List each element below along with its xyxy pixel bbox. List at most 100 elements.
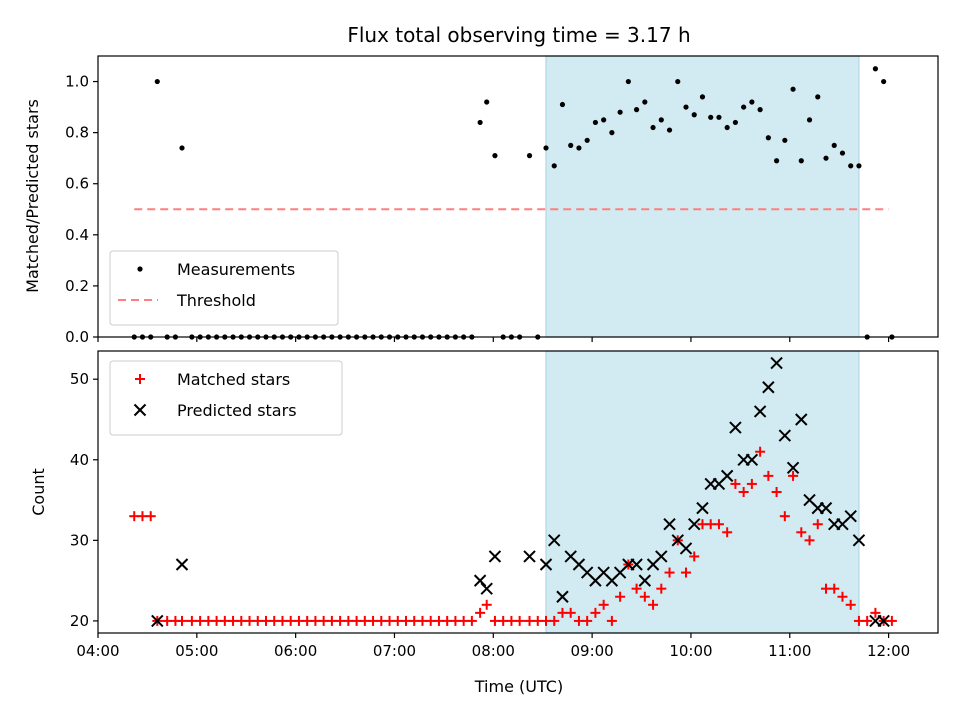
measurement-point: [872, 66, 879, 72]
matched-star-point: [689, 551, 700, 562]
matched-star-point: [664, 567, 675, 578]
matched-star-point: [145, 511, 156, 522]
matched-star-point: [681, 567, 691, 578]
matched-star-point: [870, 607, 881, 618]
bottom-series-matched-stars: [129, 446, 897, 626]
predicted-star-point: [488, 550, 502, 563]
matched-star-point: [788, 470, 799, 481]
y-tick-label: 0.0: [65, 328, 89, 346]
y-tick-label: 30: [70, 531, 89, 549]
x-tick-label: 05:00: [175, 642, 218, 660]
measurement-point: [675, 78, 681, 85]
predicted-star-point: [539, 558, 553, 571]
matched-star-point: [837, 591, 848, 602]
measurement-point: [790, 86, 796, 92]
measurement-point: [757, 107, 763, 113]
measurement-point: [732, 119, 739, 126]
y-tick-label: 1.0: [65, 73, 89, 91]
matched-star-point: [845, 599, 856, 610]
measurement-point: [650, 124, 656, 131]
measurement-point: [831, 142, 837, 149]
legend-label: Predicted stars: [177, 401, 297, 420]
x-axis-label: Time (UTC): [474, 677, 563, 696]
predicted-star-point: [753, 405, 767, 418]
measurement-point: [551, 163, 557, 169]
matched-star-point: [804, 535, 815, 546]
top-axes-frame: [97, 55, 939, 338]
y-tick-label: 0.6: [65, 175, 89, 193]
matched-star-point: [722, 527, 733, 538]
matched-star-point: [763, 470, 774, 481]
y-tick-label: 0.2: [65, 277, 89, 295]
predicted-star-point: [473, 574, 487, 587]
matched-star-point: [615, 591, 626, 602]
predicted-star-point: [745, 453, 759, 466]
matched-star-point: [590, 607, 601, 618]
top-y-axis-label: Matched/Predicted stars: [23, 99, 42, 293]
legend-marker: [135, 374, 145, 384]
matched-star-point: [796, 527, 807, 538]
predicted-star-point: [175, 558, 189, 571]
matched-star-point: [886, 615, 897, 626]
x-tick-label: 04:00: [76, 642, 119, 660]
top-legend: Measurements Threshold: [109, 250, 339, 326]
matched-star-point: [738, 487, 749, 497]
predicted-star-point: [655, 550, 668, 563]
legend-marker: [133, 403, 147, 417]
bottom-y-axis-label: Count: [29, 468, 48, 516]
matched-star-point: [475, 607, 486, 618]
measurement-point: [658, 117, 664, 123]
measurement-point: [568, 142, 574, 149]
predicted-star-point: [696, 501, 709, 515]
measurement-point: [609, 130, 615, 136]
measurement-point: [592, 119, 599, 126]
matched-star-point: [713, 519, 724, 530]
matched-star-point: [466, 615, 477, 626]
measurement-point: [708, 114, 714, 120]
measurement-point: [823, 155, 829, 161]
measurement-point: [856, 163, 862, 169]
predicted-star-point: [151, 614, 164, 628]
matched-star-point: [829, 583, 840, 594]
chart-title: Flux total observing time = 3.17 h: [347, 23, 690, 47]
predicted-star-point: [548, 534, 561, 547]
predicted-star-point: [852, 534, 866, 547]
x-tick-label: 08:00: [472, 642, 515, 660]
bottom-shaded-region: [545, 350, 860, 634]
x-tick-label: 06:00: [274, 642, 317, 660]
measurement-point: [154, 78, 160, 85]
x-tick-label: 10:00: [669, 642, 712, 660]
measurement-point: [543, 145, 549, 151]
legend-box: [109, 250, 339, 326]
measurement-point: [625, 78, 631, 85]
matched-star-point: [606, 615, 617, 626]
measurement-point: [798, 158, 804, 164]
predicted-star-point: [795, 413, 808, 426]
bottom-series-predicted-stars: [151, 356, 890, 628]
x-tick-label: 11:00: [768, 642, 811, 660]
matched-star-point: [639, 591, 650, 602]
top-shaded-region: [545, 55, 860, 338]
predicted-star-point: [844, 509, 857, 523]
measurement-point: [477, 119, 483, 126]
measurement-point: [642, 99, 648, 105]
predicted-star-point: [729, 421, 742, 434]
matched-star-point: [631, 583, 642, 594]
predicted-star-point: [480, 582, 493, 595]
predicted-star-point: [679, 542, 693, 555]
predicted-star-point: [663, 518, 676, 531]
predicted-star-point: [778, 429, 792, 442]
bottom-axes-frame: [97, 350, 939, 634]
predicted-star-point: [523, 550, 536, 563]
predicted-star-point: [720, 469, 734, 483]
matched-star-point: [481, 599, 492, 610]
predicted-star-point: [638, 574, 652, 587]
predicted-star-point: [819, 501, 833, 515]
measurement-point: [724, 124, 730, 131]
measurement-point: [806, 117, 813, 123]
measurement-point: [782, 137, 788, 143]
legend-label: Threshold: [176, 291, 256, 310]
measurement-point: [559, 101, 566, 108]
measurement-point: [683, 104, 689, 110]
